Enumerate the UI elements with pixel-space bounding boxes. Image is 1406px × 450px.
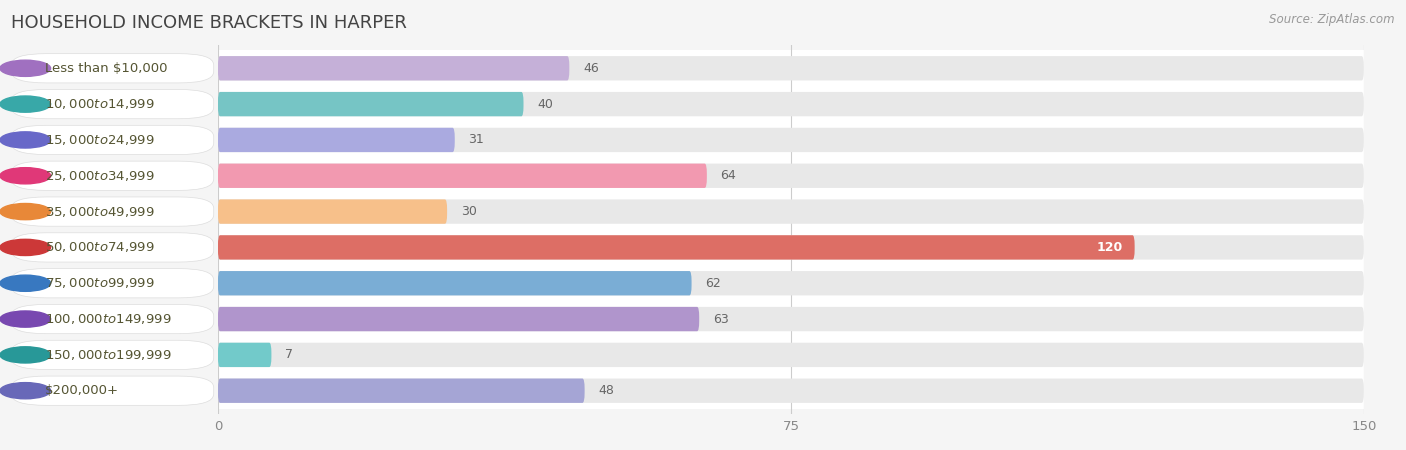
FancyBboxPatch shape bbox=[218, 266, 1364, 301]
FancyBboxPatch shape bbox=[218, 158, 1364, 194]
Text: $35,000 to $49,999: $35,000 to $49,999 bbox=[45, 205, 155, 219]
Text: 31: 31 bbox=[468, 134, 484, 146]
Text: $75,000 to $99,999: $75,000 to $99,999 bbox=[45, 276, 155, 290]
FancyBboxPatch shape bbox=[218, 307, 1364, 331]
Text: 40: 40 bbox=[537, 98, 553, 111]
Text: 62: 62 bbox=[706, 277, 721, 290]
FancyBboxPatch shape bbox=[218, 337, 1364, 373]
FancyBboxPatch shape bbox=[218, 378, 1364, 403]
FancyBboxPatch shape bbox=[218, 199, 447, 224]
FancyBboxPatch shape bbox=[218, 122, 1364, 158]
Text: $100,000 to $149,999: $100,000 to $149,999 bbox=[45, 312, 172, 326]
Text: Source: ZipAtlas.com: Source: ZipAtlas.com bbox=[1270, 14, 1395, 27]
Text: Less than $10,000: Less than $10,000 bbox=[45, 62, 167, 75]
FancyBboxPatch shape bbox=[218, 230, 1364, 266]
Text: 48: 48 bbox=[599, 384, 614, 397]
Text: $200,000+: $200,000+ bbox=[45, 384, 120, 397]
Text: $15,000 to $24,999: $15,000 to $24,999 bbox=[45, 133, 155, 147]
Text: 7: 7 bbox=[285, 348, 294, 361]
FancyBboxPatch shape bbox=[218, 164, 707, 188]
FancyBboxPatch shape bbox=[218, 235, 1364, 260]
FancyBboxPatch shape bbox=[218, 307, 699, 331]
Text: HOUSEHOLD INCOME BRACKETS IN HARPER: HOUSEHOLD INCOME BRACKETS IN HARPER bbox=[11, 14, 408, 32]
Text: 63: 63 bbox=[713, 313, 728, 325]
FancyBboxPatch shape bbox=[218, 194, 1364, 230]
Text: $10,000 to $14,999: $10,000 to $14,999 bbox=[45, 97, 155, 111]
FancyBboxPatch shape bbox=[218, 301, 1364, 337]
FancyBboxPatch shape bbox=[218, 343, 271, 367]
FancyBboxPatch shape bbox=[218, 128, 1364, 152]
FancyBboxPatch shape bbox=[218, 271, 692, 295]
FancyBboxPatch shape bbox=[218, 199, 1364, 224]
Text: $150,000 to $199,999: $150,000 to $199,999 bbox=[45, 348, 172, 362]
FancyBboxPatch shape bbox=[218, 50, 1364, 86]
FancyBboxPatch shape bbox=[218, 92, 523, 116]
FancyBboxPatch shape bbox=[218, 235, 1135, 260]
FancyBboxPatch shape bbox=[218, 56, 569, 81]
FancyBboxPatch shape bbox=[218, 373, 1364, 409]
Text: $25,000 to $34,999: $25,000 to $34,999 bbox=[45, 169, 155, 183]
FancyBboxPatch shape bbox=[218, 164, 1364, 188]
FancyBboxPatch shape bbox=[218, 128, 454, 152]
FancyBboxPatch shape bbox=[218, 56, 1364, 81]
FancyBboxPatch shape bbox=[218, 378, 585, 403]
FancyBboxPatch shape bbox=[218, 92, 1364, 116]
Text: 46: 46 bbox=[583, 62, 599, 75]
FancyBboxPatch shape bbox=[218, 343, 1364, 367]
Text: $50,000 to $74,999: $50,000 to $74,999 bbox=[45, 240, 155, 254]
FancyBboxPatch shape bbox=[218, 271, 1364, 295]
Text: 120: 120 bbox=[1097, 241, 1123, 254]
FancyBboxPatch shape bbox=[218, 86, 1364, 122]
Text: 64: 64 bbox=[721, 169, 737, 182]
Text: 30: 30 bbox=[461, 205, 477, 218]
